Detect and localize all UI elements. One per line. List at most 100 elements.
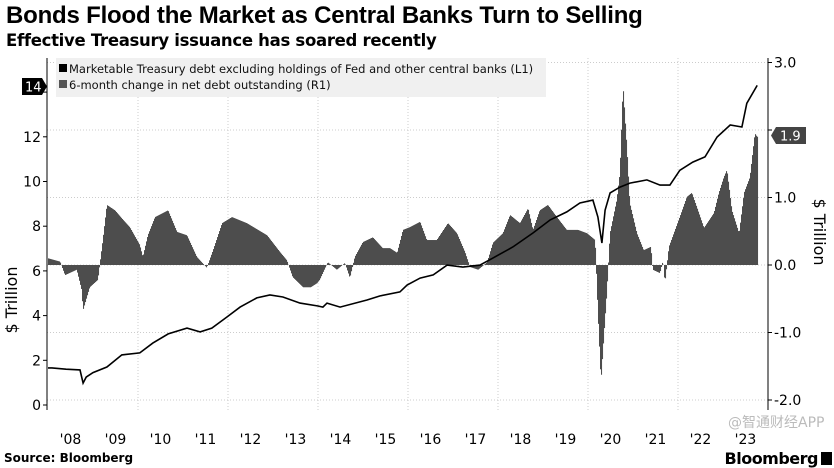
bar [698, 211, 700, 265]
bar [340, 265, 342, 267]
x-tick-label: '18 [510, 432, 532, 448]
bar [443, 229, 445, 265]
bar [330, 264, 332, 265]
bar [395, 251, 397, 265]
bar [119, 215, 121, 265]
bar [439, 235, 441, 265]
bar [662, 262, 664, 265]
bar [721, 184, 723, 265]
bar [588, 234, 590, 265]
bar [80, 265, 82, 285]
bar [94, 265, 96, 284]
bar [599, 265, 601, 347]
line-series [48, 84, 758, 386]
bar [414, 224, 416, 265]
bar [586, 233, 588, 265]
bar [513, 217, 515, 265]
bar [650, 247, 652, 265]
bar [418, 222, 420, 265]
bar [435, 240, 437, 265]
bar [82, 265, 84, 302]
bar [178, 232, 180, 265]
bar [278, 249, 280, 265]
bar [536, 220, 538, 265]
x-tick-label: '15 [375, 432, 397, 448]
bar [720, 187, 722, 265]
bar [226, 220, 228, 265]
x-tick-label: '11 [195, 432, 217, 448]
bar [231, 217, 233, 265]
bar [745, 189, 747, 265]
bar [757, 136, 759, 265]
bar [113, 209, 115, 265]
bar [652, 265, 654, 266]
bar [593, 238, 595, 265]
bar [592, 237, 594, 265]
bar [267, 235, 269, 265]
bar [445, 226, 447, 265]
bar [66, 265, 68, 275]
bar [327, 263, 329, 265]
bar [220, 228, 222, 265]
bar [280, 252, 282, 265]
bar [215, 243, 217, 265]
bar [499, 236, 501, 265]
bar [364, 241, 366, 265]
bar [688, 195, 690, 265]
bar [102, 243, 104, 265]
bar [446, 225, 448, 265]
bar [125, 222, 127, 265]
bar [373, 237, 375, 265]
bar [272, 242, 274, 265]
bar [591, 236, 593, 265]
bar [756, 135, 758, 265]
bar [266, 234, 268, 265]
bar [381, 246, 383, 265]
bar [512, 216, 514, 265]
bar [434, 240, 436, 265]
bar [415, 224, 417, 265]
bar [740, 222, 742, 265]
bar [565, 228, 567, 265]
bar [325, 265, 327, 268]
bar [371, 237, 373, 265]
bar [425, 236, 427, 265]
bar [594, 239, 596, 265]
x-tick-label: '23 [735, 432, 757, 448]
bar [539, 211, 541, 265]
bar [93, 265, 95, 284]
bar [491, 247, 493, 265]
bar [98, 265, 100, 276]
bar [664, 265, 666, 278]
bar [742, 206, 744, 265]
bar [661, 265, 663, 267]
left-tick-label: 6 [32, 264, 41, 280]
bar [201, 261, 203, 265]
bar [578, 230, 580, 265]
bar [259, 230, 261, 265]
left-tick-label: 10 [23, 175, 41, 191]
bar-series [48, 91, 759, 375]
bar [515, 219, 517, 265]
bar [315, 265, 317, 285]
bar [376, 241, 378, 265]
bar [494, 241, 496, 265]
x-tick-label: '17 [465, 432, 487, 448]
bar [112, 208, 114, 265]
bar [275, 246, 277, 265]
bar [313, 265, 315, 286]
bar [453, 229, 455, 265]
bar [260, 231, 262, 265]
bar [388, 248, 390, 265]
bar [587, 233, 589, 265]
bar [214, 246, 216, 265]
bar [142, 255, 144, 265]
bar [245, 222, 247, 265]
bar [336, 265, 338, 270]
bar [493, 242, 495, 265]
bar [584, 232, 586, 265]
bar [383, 248, 385, 265]
bar [622, 101, 624, 265]
bar [377, 242, 379, 265]
bar [668, 251, 670, 265]
